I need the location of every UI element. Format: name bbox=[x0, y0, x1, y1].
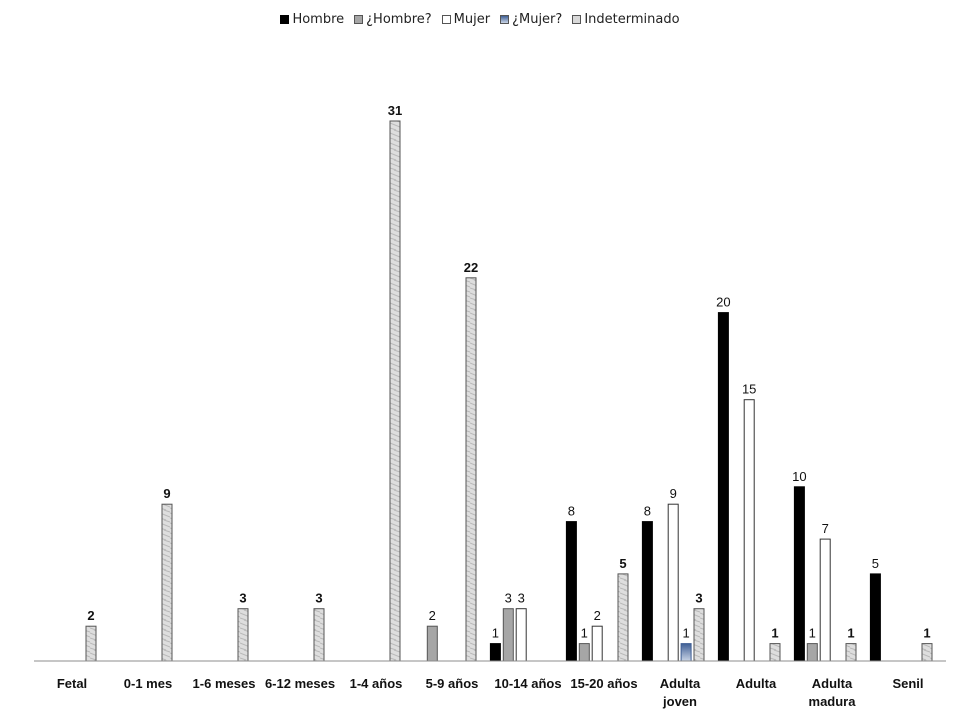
data-label-5-1: 2 bbox=[87, 608, 94, 623]
bar-1-9 bbox=[641, 521, 653, 662]
bar-4-9 bbox=[680, 643, 692, 662]
x-tick-label-7: 10-14 años bbox=[494, 676, 561, 691]
data-label-3-8: 2 bbox=[594, 608, 601, 623]
data-label-5-3: 3 bbox=[239, 591, 246, 606]
x-tick-label-12: Senil bbox=[892, 676, 923, 691]
bar-5-5 bbox=[389, 120, 401, 662]
data-label-4-9: 1 bbox=[682, 626, 689, 641]
bar-1-8 bbox=[565, 521, 577, 662]
data-label-5-12: 1 bbox=[923, 626, 930, 641]
legend-item-1: Hombre bbox=[280, 12, 344, 27]
bar-2-11 bbox=[806, 643, 818, 662]
x-tick-label-10: Adulta bbox=[736, 676, 777, 691]
legend-swatch bbox=[280, 15, 290, 24]
legend-item-5: Indeterminado bbox=[572, 12, 680, 27]
bar-5-3 bbox=[237, 608, 249, 662]
x-tick-label-4: 6-12 meses bbox=[265, 676, 335, 691]
data-label-1-7: 1 bbox=[492, 626, 499, 641]
data-label-1-12: 5 bbox=[872, 556, 879, 571]
data-label-1-10: 20 bbox=[716, 295, 730, 310]
bar-2-7 bbox=[502, 608, 514, 662]
data-label-1-11: 10 bbox=[792, 469, 806, 484]
x-tick-label-9: Adulta joven bbox=[660, 676, 701, 709]
x-tick-label-8: 15-20 años bbox=[570, 676, 637, 691]
data-label-5-11: 1 bbox=[847, 626, 854, 641]
legend: Hombre ¿Hombre? Mujer ¿Mujer? Indeterminado bbox=[0, 12, 960, 27]
bar-2-8 bbox=[578, 643, 590, 662]
x-tick-label-2: 0-1 mes bbox=[124, 676, 172, 691]
data-label-1-9: 8 bbox=[644, 504, 651, 519]
bar-2-6 bbox=[426, 625, 438, 662]
data-label-5-9: 3 bbox=[695, 591, 702, 606]
bar-5-6 bbox=[465, 277, 477, 662]
bar-3-10 bbox=[743, 399, 755, 662]
legend-label: ¿Hombre? bbox=[366, 12, 432, 27]
data-label-5-8: 5 bbox=[619, 556, 626, 571]
x-tick-label-6: 5-9 años bbox=[426, 676, 479, 691]
data-label-3-7: 3 bbox=[518, 591, 525, 606]
legend-item-2: ¿Hombre? bbox=[354, 12, 432, 27]
data-label-5-4: 3 bbox=[315, 591, 322, 606]
data-label-3-9: 9 bbox=[670, 486, 677, 501]
legend-label: Mujer bbox=[453, 12, 491, 27]
x-tick-label-11: Adulta madura bbox=[809, 676, 857, 709]
data-label-2-8: 1 bbox=[581, 626, 588, 641]
data-label-5-10: 1 bbox=[771, 626, 778, 641]
legend-label: ¿Mujer? bbox=[512, 12, 563, 27]
bar-3-7 bbox=[515, 608, 527, 662]
bar-1-12 bbox=[869, 573, 881, 662]
bar-1-10 bbox=[717, 312, 729, 662]
bars-layer bbox=[85, 120, 933, 662]
legend-item-4: ¿Mujer? bbox=[500, 12, 562, 27]
legend-swatch bbox=[500, 15, 510, 24]
x-tick-label-5: 1-4 años bbox=[350, 676, 403, 691]
bar-3-9 bbox=[667, 503, 679, 662]
legend-swatch bbox=[572, 15, 582, 24]
data-label-5-6: 22 bbox=[464, 260, 478, 275]
legend-label: Hombre bbox=[292, 12, 345, 27]
bar-5-10 bbox=[769, 643, 781, 662]
bar-5-2 bbox=[161, 503, 173, 662]
data-label-3-11: 7 bbox=[822, 521, 829, 536]
bar-5-4 bbox=[313, 608, 325, 662]
legend-item-3: Mujer bbox=[441, 12, 491, 27]
bar-5-1 bbox=[85, 625, 97, 662]
x-tick-label-3: 1-6 meses bbox=[193, 676, 256, 691]
data-label-2-7: 3 bbox=[505, 591, 512, 606]
x-tick-label-1: Fetal bbox=[57, 676, 87, 691]
bar-3-11 bbox=[819, 538, 831, 662]
data-label-5-5: 31 bbox=[388, 103, 402, 118]
bar-5-12 bbox=[921, 643, 933, 662]
bar-5-9 bbox=[693, 608, 705, 662]
data-label-3-10: 15 bbox=[742, 382, 756, 397]
bar-3-8 bbox=[591, 625, 603, 662]
x-tick-labels: Fetal 0-1 mes 1-6 meses 6-12 meses 1-4 años 5… bbox=[57, 676, 924, 709]
bar-5-8 bbox=[617, 573, 629, 662]
data-label-2-11: 1 bbox=[809, 626, 816, 641]
bar-5-11 bbox=[845, 643, 857, 662]
legend-swatch bbox=[441, 15, 451, 24]
legend-label: Indeterminado bbox=[584, 12, 680, 27]
data-label-5-2: 9 bbox=[163, 486, 170, 501]
bar-1-7 bbox=[489, 643, 501, 662]
legend-swatch bbox=[354, 15, 364, 24]
data-label-1-8: 8 bbox=[568, 504, 575, 519]
data-label-2-6: 2 bbox=[429, 608, 436, 623]
bar-1-11 bbox=[793, 486, 805, 662]
